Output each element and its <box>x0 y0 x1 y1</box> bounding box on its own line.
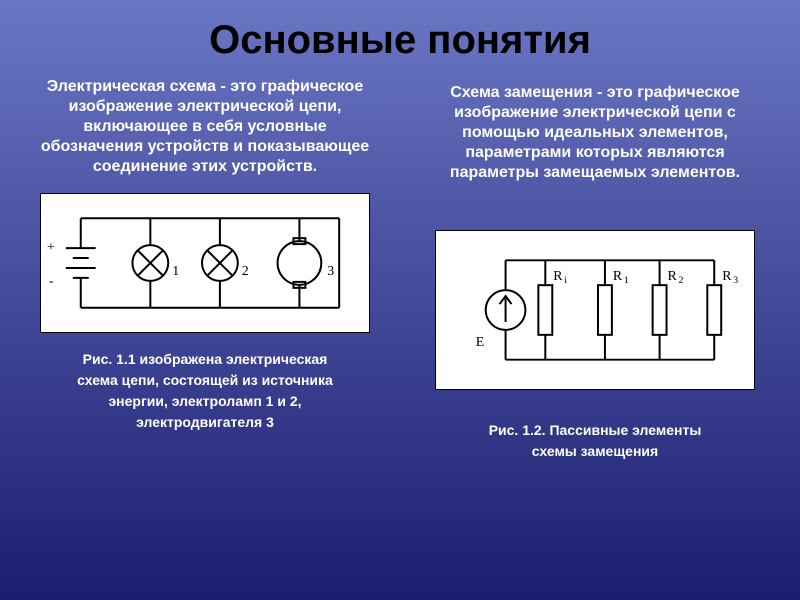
r3-sub: 3 <box>733 275 738 286</box>
motor-label: 3 <box>327 264 334 279</box>
r2-label: R <box>668 269 678 284</box>
right-diagram: E R i R 1 R 2 <box>435 230 755 390</box>
r1-label: R <box>613 269 623 284</box>
battery-minus: - <box>49 274 54 289</box>
page-title: Основные понятия <box>0 18 800 63</box>
r2-sub: 2 <box>678 275 683 286</box>
left-caption: Рис. 1.1 изображена электрическая схема … <box>75 349 335 433</box>
r1-sub: 1 <box>624 275 629 286</box>
source-label: E <box>476 335 485 350</box>
lamp1-label: 1 <box>172 264 179 279</box>
right-caption: Рис. 1.2. Пассивные элементы схемы замещ… <box>465 420 725 462</box>
right-paragraph: Схема замещения - это графическое изобра… <box>420 83 770 183</box>
lamp2-label: 2 <box>242 264 249 279</box>
ri-sub: i <box>564 275 567 286</box>
left-column: Электрическая схема - это графическое из… <box>30 77 380 600</box>
left-diagram: + - 1 2 <box>40 193 370 333</box>
columns: Электрическая схема - это графическое из… <box>0 77 800 600</box>
battery-plus: + <box>47 240 55 255</box>
left-paragraph: Электрическая схема - это графическое из… <box>30 77 380 177</box>
right-column: Схема замещения - это графическое изобра… <box>420 77 770 600</box>
ri-label: R <box>553 269 563 284</box>
r3-label: R <box>722 269 732 284</box>
